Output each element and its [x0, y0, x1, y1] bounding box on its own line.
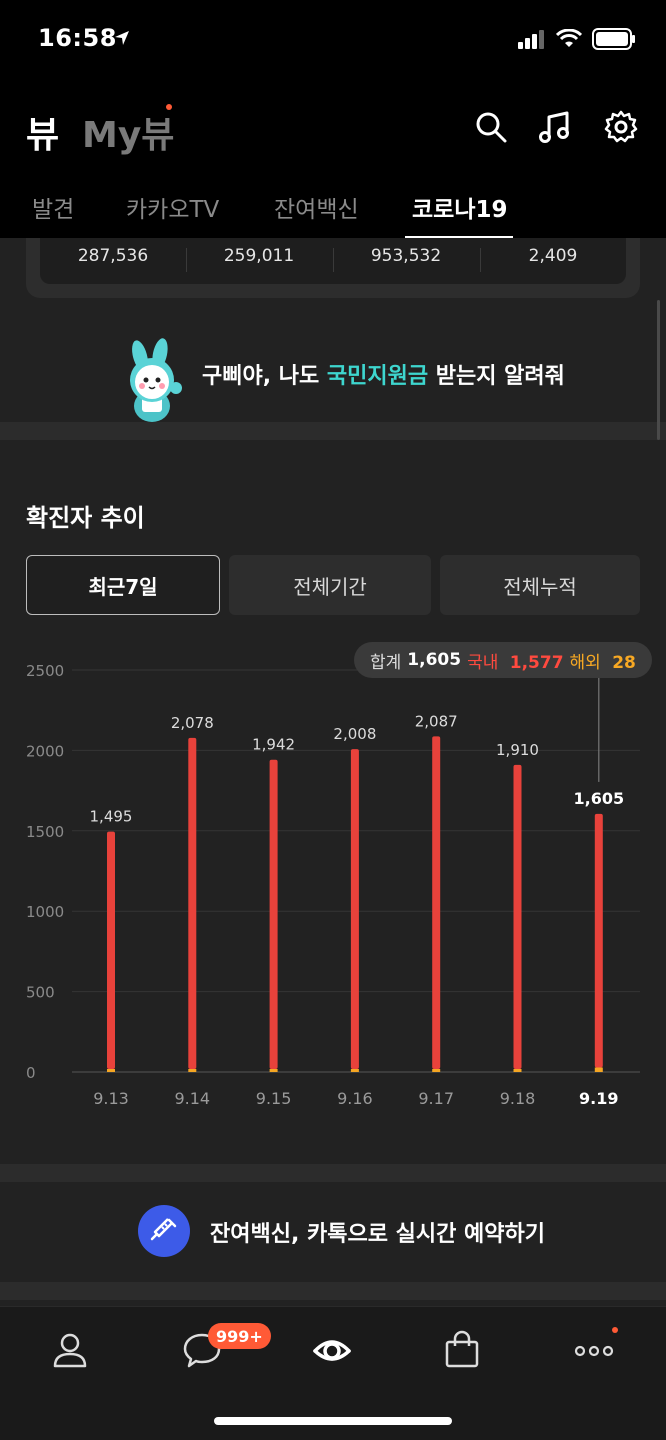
- syringe-icon[interactable]: [138, 1205, 190, 1257]
- bar-value-label: 2,008: [333, 725, 376, 743]
- tooltip-overseas: 28: [612, 652, 636, 673]
- tab-covid19[interactable]: 코로나19: [412, 197, 508, 223]
- period-all-button[interactable]: 전체기간: [229, 555, 431, 615]
- scrollbar[interactable]: [657, 300, 660, 440]
- location-arrow-icon: [115, 31, 129, 45]
- bar-domestic: [350, 749, 359, 1069]
- stats-card: 287,536 259,011 953,532 2,409: [26, 238, 640, 298]
- tab-kakaotv[interactable]: 카카오TV: [126, 197, 220, 223]
- wifi-icon: [556, 29, 582, 47]
- tooltip-total-label: 합계: [370, 652, 402, 673]
- gear-icon[interactable]: [604, 110, 638, 144]
- more-new-dot: [612, 1327, 618, 1333]
- signal-icon: [518, 30, 544, 49]
- bar-overseas: [513, 1069, 522, 1072]
- stat-divider: [480, 248, 481, 272]
- bar-domestic: [107, 831, 115, 1069]
- bar-domestic: [513, 764, 522, 1069]
- section-title: 확진자 추이: [26, 504, 145, 532]
- y-tick-label: 0: [26, 1064, 36, 1082]
- tooltip-domestic: 1,577: [509, 652, 564, 673]
- mascot-bunny-icon[interactable]: [118, 338, 188, 424]
- x-tick-label: 9.14: [174, 1089, 210, 1108]
- period-cumulative-button[interactable]: 전체누적: [440, 555, 640, 615]
- bar-overseas: [269, 1069, 278, 1072]
- status-bar: 16:58: [0, 0, 666, 80]
- y-tick-label: 2500: [26, 662, 64, 680]
- y-tick-label: 1500: [26, 823, 64, 841]
- shopping-bag-icon[interactable]: [442, 1329, 482, 1369]
- bar-domestic: [432, 736, 441, 1069]
- x-tick-label: 9.13: [93, 1089, 129, 1108]
- my-view-logo[interactable]: My뷰: [82, 115, 175, 156]
- home-indicator[interactable]: [214, 1417, 452, 1425]
- tab-bar: 발견 카카오TV 잔여백신 코로나19: [0, 184, 666, 239]
- stat-value: 953,532: [370, 246, 442, 266]
- x-tick-label: 9.17: [418, 1089, 454, 1108]
- bar-value-label: 1,942: [252, 736, 295, 754]
- bar-overseas: [350, 1069, 359, 1072]
- bar-domestic: [594, 813, 603, 1068]
- bar-domestic: [188, 737, 197, 1069]
- confirmed-cases-chart: 0 500 1000 1500 2000 2500 1,495 9.13 2,078 9.14 1,…: [26, 662, 640, 1108]
- tooltip-overseas-label: 해외: [569, 652, 601, 673]
- bottom-navigation: 999+: [0, 1306, 666, 1440]
- view-icon[interactable]: [312, 1329, 352, 1369]
- period-recent7-button[interactable]: 최근7일: [26, 555, 220, 615]
- bar-value-label: 1,495: [90, 808, 133, 826]
- section-divider: [0, 1164, 666, 1182]
- more-icon[interactable]: [574, 1329, 614, 1369]
- tooltip-total: 1,605: [407, 650, 462, 670]
- bar-overseas: [107, 1069, 115, 1072]
- new-dot: [166, 104, 172, 110]
- section-divider: [0, 1282, 666, 1300]
- bar-domestic: [269, 759, 278, 1069]
- battery-icon: [592, 28, 635, 50]
- tab-discover[interactable]: 발견: [32, 197, 75, 223]
- stat-divider: [186, 248, 187, 272]
- status-time: 16:58: [38, 24, 117, 52]
- support-fund-banner[interactable]: 구삐야, 나도 국민지원금 받는지 알려줘: [202, 358, 565, 390]
- bar-value-label: 1,605: [573, 789, 624, 808]
- app-header: 뷰 My뷰 발견 카카오TV 잔여백신 코로나19: [0, 80, 666, 239]
- banner-highlight: 국민지원금: [326, 364, 429, 389]
- friends-icon[interactable]: [50, 1329, 90, 1369]
- y-tick-label: 2000: [26, 742, 64, 760]
- bar-overseas: [188, 1069, 197, 1072]
- banner-text-end: 받는지 알려줘: [428, 364, 565, 389]
- bar-overseas: [594, 1067, 603, 1072]
- chat-badge: 999+: [208, 1323, 271, 1349]
- bar-value-label: 2,078: [171, 714, 214, 732]
- tooltip-domestic-label: 국내: [467, 652, 499, 673]
- search-icon[interactable]: [474, 110, 508, 144]
- bar-value-label: 2,087: [415, 712, 458, 730]
- active-tab-indicator: [405, 236, 513, 239]
- section-divider: [0, 422, 666, 440]
- x-tick-label: 9.18: [500, 1089, 536, 1108]
- vaccine-reservation-banner[interactable]: 잔여백신, 카톡으로 실시간 예약하기: [210, 1222, 545, 1247]
- y-tick-label: 1000: [26, 903, 64, 921]
- bar-overseas: [432, 1069, 441, 1072]
- chart-tooltip: 합계 1,605 국내 1,577 해외 28: [354, 642, 652, 678]
- music-icon[interactable]: [538, 110, 572, 144]
- x-tick-label: 9.19: [579, 1089, 618, 1108]
- stat-value: 287,536: [77, 246, 149, 266]
- x-tick-label: 9.16: [337, 1089, 373, 1108]
- stat-value: 259,011: [223, 246, 295, 266]
- tab-vaccine[interactable]: 잔여백신: [274, 197, 359, 223]
- banner-text: 구삐야, 나도: [202, 364, 327, 389]
- bar-value-label: 1,910: [496, 741, 539, 759]
- view-logo[interactable]: 뷰: [26, 115, 60, 156]
- stat-divider: [333, 248, 334, 272]
- x-tick-label: 9.15: [256, 1089, 292, 1108]
- stat-value: 2,409: [528, 246, 578, 266]
- y-tick-label: 500: [26, 984, 55, 1002]
